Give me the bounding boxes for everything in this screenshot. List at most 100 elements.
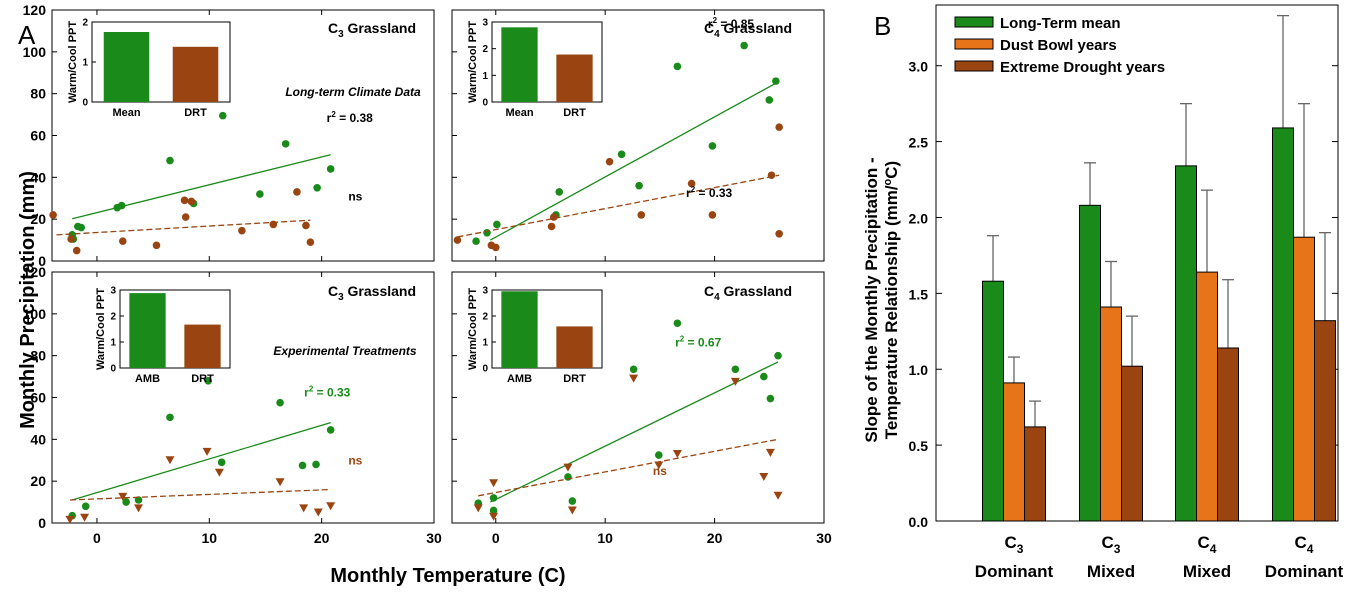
category-sub: 4 — [1307, 542, 1314, 556]
annotation-rest: = 0.67 — [684, 335, 721, 349]
bar — [1003, 382, 1025, 522]
data-point-triangle — [313, 508, 323, 517]
data-point-circle — [635, 181, 643, 190]
annotation-rest: = 0.33 — [695, 186, 732, 200]
data-point-circle — [187, 197, 196, 206]
data-point-circle — [483, 228, 491, 237]
data-point-circle — [313, 183, 321, 192]
data-point-circle — [491, 243, 500, 252]
inset-x-label: AMB — [135, 373, 160, 385]
legend-swatch — [954, 38, 994, 50]
annotation-main: r — [675, 335, 680, 349]
data-point-circle — [489, 494, 498, 502]
bar-y-tick-label: 3.0 — [909, 59, 929, 75]
data-point-circle — [673, 319, 682, 328]
inset-y-tick-label: 3 — [482, 286, 488, 297]
annotation-sup: 2 — [713, 16, 718, 25]
data-point-triangle — [759, 472, 769, 481]
panel-title-sub: 3 — [338, 292, 344, 303]
inset-y-label: Warm/Cool PPT — [95, 288, 107, 370]
data-point-circle — [298, 461, 307, 470]
category-label-line1: C3 — [1005, 533, 1024, 556]
data-point-circle — [306, 238, 315, 246]
data-point-circle — [166, 156, 174, 165]
data-point-circle — [637, 211, 646, 219]
fit-line-series-1 — [56, 219, 311, 236]
data-point-triangle — [65, 515, 75, 524]
series-annotation: ns — [653, 464, 667, 478]
data-point-circle — [687, 179, 696, 188]
y-axis-label-a: Monthly Precipitation (mm) — [17, 171, 39, 429]
bar — [1293, 236, 1315, 522]
data-point-triangle — [672, 449, 682, 458]
data-point-circle — [775, 230, 783, 238]
inset-y-tick-label: 2 — [482, 312, 488, 323]
panel-letter-b: B — [874, 11, 891, 41]
data-point-circle — [564, 473, 572, 481]
annotation-main: r — [327, 111, 332, 125]
bar — [1079, 204, 1101, 522]
annotation-sup: 2 — [680, 334, 685, 343]
inset-y-tick-label: 2 — [82, 18, 88, 29]
inset-y-tick-label: 1 — [110, 338, 116, 349]
data-point-circle — [276, 398, 284, 407]
y-tick-label: 80 — [30, 348, 46, 364]
x-tick-label: 0 — [93, 530, 101, 546]
inset-bar — [556, 54, 593, 102]
inset-x-label: AMB — [507, 373, 532, 385]
legend-swatch — [954, 16, 994, 28]
x-axis-label-a: Monthly Temperature (C) — [330, 565, 565, 587]
inset-y-tick-label: 0 — [82, 98, 88, 109]
inset-bar — [172, 46, 219, 102]
data-point-circle — [740, 41, 748, 50]
y-tick-label: 40 — [30, 169, 46, 185]
category-main: C — [1295, 533, 1307, 552]
inset-x-label: DRT — [184, 107, 207, 119]
y-tick-label: 100 — [23, 306, 47, 322]
data-point-circle — [654, 451, 663, 459]
y-tick-label: 60 — [30, 390, 46, 406]
bar — [982, 280, 1004, 522]
panel-title-main: C — [704, 20, 714, 36]
x-tick-label: 10 — [597, 530, 613, 546]
data-point-triangle — [299, 504, 309, 513]
inset-x-label: Mean — [112, 107, 140, 119]
data-point-triangle — [563, 463, 573, 472]
data-point-circle — [605, 157, 614, 166]
inset-y-tick-label: 1 — [482, 71, 488, 82]
series-annotation: r2 = 0.33 — [686, 185, 732, 200]
series-annotation: ns — [348, 189, 362, 203]
data-point-circle — [326, 426, 335, 434]
inset-y-tick-label: 3 — [110, 286, 116, 297]
bar — [1024, 426, 1046, 522]
data-point-circle — [269, 220, 278, 229]
data-point-circle — [67, 235, 75, 243]
category-label-line2: Mixed — [1183, 562, 1231, 581]
inset-bar — [501, 27, 538, 102]
data-point-circle — [218, 111, 227, 120]
panel-note: Long-term Climate Data — [285, 85, 421, 99]
data-point-circle — [547, 222, 556, 231]
data-point-circle — [775, 123, 783, 131]
data-point-circle — [617, 150, 626, 159]
series-annotation: ns — [348, 453, 362, 467]
data-point-circle — [256, 190, 264, 198]
data-point-circle — [326, 165, 335, 173]
bar-y-tick-label: 1.0 — [909, 362, 929, 378]
data-point-triangle — [202, 447, 212, 456]
panel-title-rest: Grassland — [344, 20, 416, 36]
panel-b-bar-chart: Slope of the Monthly Precipitation - Tem… — [862, 4, 1344, 581]
fit-line-series-0 — [72, 154, 331, 220]
data-point-circle — [555, 188, 564, 196]
annotation-main: r — [686, 186, 691, 200]
series-annotation: r2 = 0.38 — [327, 110, 373, 125]
fit-line-series-1 — [478, 438, 779, 497]
y-tick-label: 80 — [30, 86, 46, 102]
x-tick-label: 30 — [426, 530, 442, 546]
category-label-line1: C3 — [1102, 533, 1121, 556]
